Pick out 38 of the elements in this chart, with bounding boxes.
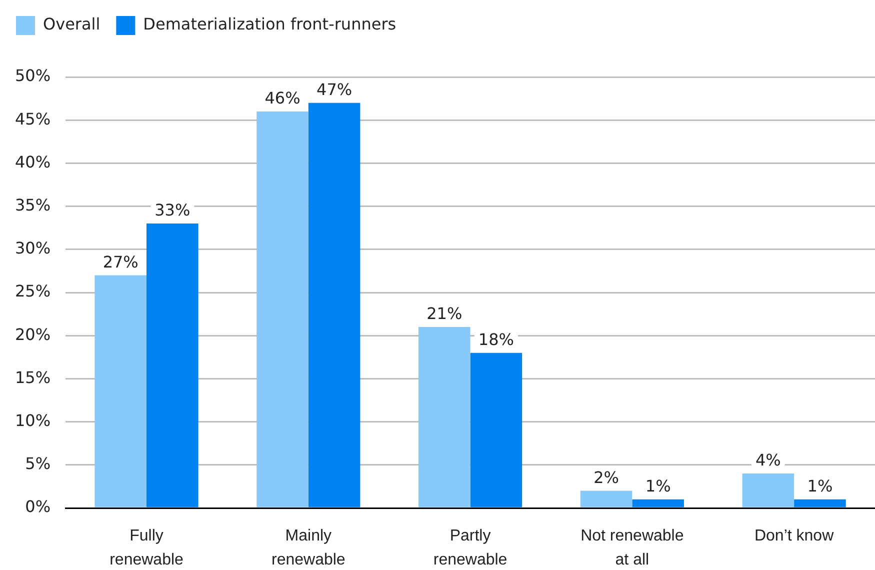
- x-tick-label: Don’t know: [754, 527, 834, 544]
- bar: [742, 474, 794, 508]
- data-label: 33%: [154, 200, 190, 220]
- y-tick-label: 10%: [15, 410, 51, 430]
- legend-label: Dematerialization front-runners: [143, 14, 396, 34]
- x-tick-label: Mainly renewable: [271, 527, 346, 568]
- y-tick-label: 0%: [25, 497, 51, 516]
- x-tick-label: Partly renewable: [433, 527, 508, 568]
- data-label: 46%: [264, 88, 300, 108]
- bar: [256, 111, 308, 508]
- bar: [146, 224, 198, 508]
- y-tick-label: 45%: [15, 109, 51, 128]
- y-tick-label: 15%: [15, 368, 51, 387]
- bar: [580, 490, 632, 508]
- data-label: 21%: [426, 304, 462, 323]
- y-tick-label: 35%: [15, 195, 51, 214]
- y-tick-label: 30%: [15, 238, 51, 258]
- x-tick-label: Not renewable at all: [580, 527, 684, 568]
- bar: [632, 499, 684, 508]
- data-label: 27%: [102, 252, 138, 272]
- data-label: 4%: [755, 450, 781, 470]
- bar: [308, 102, 360, 508]
- legend-label: Overall: [43, 14, 100, 34]
- bar: [94, 275, 147, 508]
- data-label: 18%: [478, 330, 514, 349]
- bar: [418, 326, 470, 508]
- y-tick-label: 5%: [25, 454, 51, 474]
- data-label: 1%: [645, 476, 671, 496]
- y-tick-label: 25%: [15, 282, 51, 301]
- x-tick-label: Fully renewable: [110, 527, 184, 568]
- data-label: 47%: [316, 80, 352, 99]
- data-label: 1%: [807, 476, 833, 496]
- y-tick-label: 20%: [15, 324, 51, 344]
- data-label: 2%: [594, 468, 619, 487]
- y-tick-label: 50%: [15, 66, 51, 86]
- y-tick-label: 40%: [15, 152, 51, 172]
- bar: [470, 352, 522, 508]
- bar: [794, 499, 846, 508]
